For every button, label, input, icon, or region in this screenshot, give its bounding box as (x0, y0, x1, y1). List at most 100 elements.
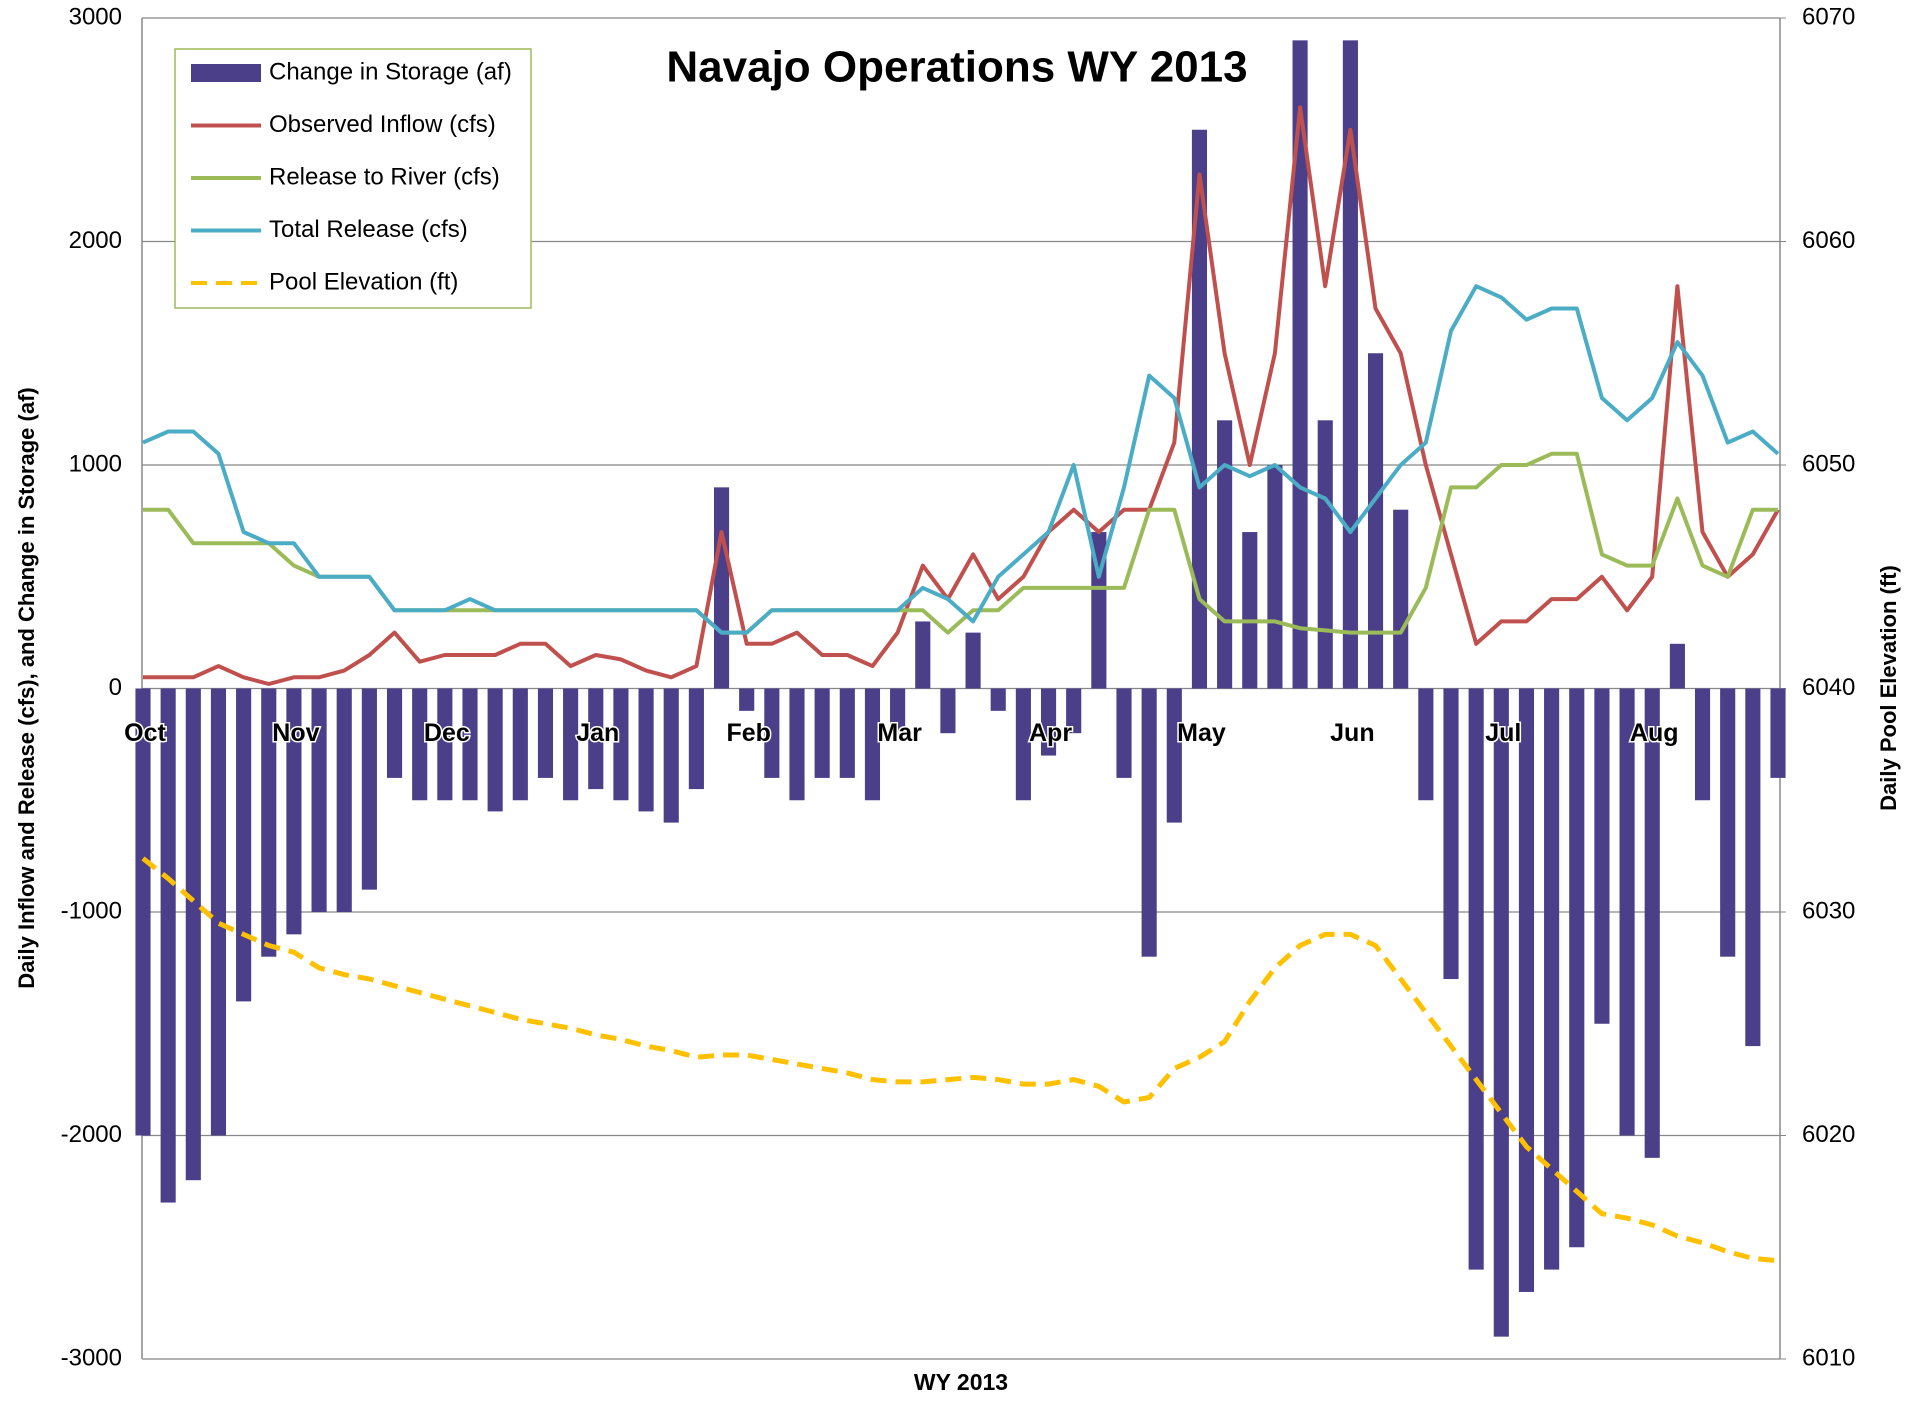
y2-tick-label: 6020 (1802, 1121, 1855, 1148)
legend-swatch (191, 64, 261, 82)
y-tick-label: 3000 (69, 3, 122, 30)
bar (1669, 643, 1685, 689)
bar (688, 688, 704, 790)
y-tick-label: 1000 (69, 450, 122, 477)
x-tick-label: Jan (576, 719, 619, 747)
x-tick-label: May (1177, 719, 1226, 747)
bar (789, 688, 805, 801)
bar (814, 688, 830, 778)
bar (236, 688, 252, 1002)
bar (613, 688, 629, 801)
x-tick-label: Nov (272, 719, 319, 747)
y2-tick-label: 6030 (1802, 897, 1855, 924)
bar (1393, 509, 1409, 689)
bar (1116, 688, 1132, 778)
y2-tick-label: 6040 (1802, 674, 1855, 701)
legend-label: Pool Elevation (ft) (269, 268, 458, 295)
bar (386, 688, 403, 778)
bar (940, 688, 956, 734)
bar (311, 688, 327, 912)
bar (1166, 688, 1182, 823)
bar (1770, 688, 1786, 778)
y2-tick-label: 6060 (1802, 227, 1855, 254)
bar (1569, 688, 1585, 1248)
bar (437, 688, 453, 801)
bar (1418, 688, 1434, 801)
bar (1745, 688, 1761, 1047)
bar (915, 621, 931, 689)
bar (261, 688, 277, 957)
x-tick-label: Apr (1029, 719, 1072, 747)
bar (185, 688, 201, 1181)
bar (839, 688, 855, 778)
y-tick-label: 0 (109, 674, 122, 701)
bar (1720, 688, 1736, 957)
bar (1518, 688, 1535, 1292)
y2-tick-label: 6010 (1802, 1344, 1855, 1371)
bar (210, 688, 227, 1136)
bar (965, 632, 981, 689)
legend-label: Total Release (cfs) (269, 216, 468, 243)
x-tick-label: Jul (1485, 719, 1521, 747)
bar (537, 688, 554, 778)
bar (1443, 688, 1459, 980)
legend-label: Release to River (cfs) (269, 163, 500, 190)
bar (990, 688, 1006, 711)
bar (1066, 688, 1082, 734)
y2-tick-label: 6070 (1802, 3, 1855, 30)
bar (1217, 420, 1233, 689)
x-tick-label: Mar (877, 719, 922, 747)
bar (512, 688, 528, 801)
bar (1694, 688, 1711, 801)
bar (764, 688, 780, 778)
bar (588, 688, 604, 790)
bar (1267, 465, 1283, 689)
x-tick-label: Dec (424, 719, 470, 747)
bar (1141, 688, 1157, 957)
bar (663, 688, 679, 823)
bar (1091, 532, 1107, 689)
bar (1493, 688, 1509, 1337)
y2-tick-label: 6050 (1802, 450, 1855, 477)
bar (1619, 688, 1635, 1136)
bar (739, 688, 755, 711)
y-axis-label: Daily Inflow and Release (cfs), and Chan… (14, 387, 39, 988)
bar (412, 688, 428, 801)
line-series (141, 856, 1779, 1264)
legend-label: Change in Storage (af) (269, 58, 512, 85)
x-axis-label: WY 2013 (914, 1369, 1008, 1395)
bar (487, 688, 503, 812)
bar (1317, 420, 1333, 689)
bar (135, 688, 151, 1136)
bar (286, 688, 302, 935)
bar (1594, 688, 1610, 1024)
bar (1292, 40, 1308, 689)
y-tick-label: -2000 (61, 1121, 122, 1148)
bar (1191, 129, 1208, 689)
bar (1367, 353, 1384, 689)
bar (1242, 532, 1258, 689)
bar (890, 688, 906, 734)
legend-label: Observed Inflow (cfs) (269, 111, 496, 138)
y2-axis-label: Daily Pool Elevation (ft) (1876, 565, 1901, 811)
y-tick-label: 2000 (69, 227, 122, 254)
bar (1544, 688, 1560, 1270)
x-tick-label: Feb (726, 719, 770, 747)
line-series (142, 284, 1780, 635)
bar (361, 688, 377, 890)
x-tick-label: Jun (1330, 719, 1374, 747)
bar (563, 688, 579, 801)
bar (713, 487, 730, 689)
bar (160, 688, 176, 1203)
bar (1040, 688, 1057, 756)
line-series (143, 105, 1780, 686)
bar (462, 688, 478, 801)
bar (1468, 688, 1484, 1270)
bar (638, 688, 654, 812)
bar (864, 688, 881, 801)
x-tick-label: Aug (1630, 719, 1679, 747)
y-tick-label: -1000 (61, 897, 122, 924)
x-tick-label: Oct (124, 719, 166, 747)
y-tick-label: -3000 (61, 1344, 122, 1371)
